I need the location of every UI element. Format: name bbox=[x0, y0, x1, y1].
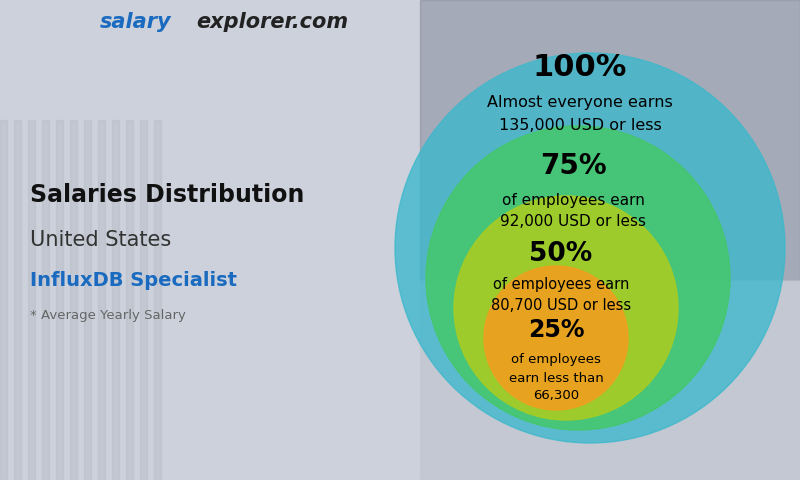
Text: of employees earn: of employees earn bbox=[493, 277, 629, 292]
Circle shape bbox=[395, 53, 785, 443]
Circle shape bbox=[454, 196, 678, 420]
Circle shape bbox=[484, 266, 628, 410]
Bar bbox=[84, 120, 91, 480]
Text: 50%: 50% bbox=[530, 241, 593, 267]
Text: Almost everyone earns: Almost everyone earns bbox=[487, 96, 673, 110]
Bar bbox=[98, 120, 105, 480]
Bar bbox=[126, 120, 133, 480]
Text: 80,700 USD or less: 80,700 USD or less bbox=[491, 299, 631, 313]
Bar bbox=[56, 120, 63, 480]
Bar bbox=[420, 280, 800, 480]
Text: InfluxDB Specialist: InfluxDB Specialist bbox=[30, 271, 237, 289]
Bar bbox=[154, 120, 161, 480]
Bar bbox=[0, 120, 7, 480]
Circle shape bbox=[426, 126, 730, 430]
Bar bbox=[140, 120, 147, 480]
Bar bbox=[112, 120, 119, 480]
Text: 25%: 25% bbox=[528, 318, 584, 342]
Text: United States: United States bbox=[30, 230, 171, 250]
Text: salary: salary bbox=[100, 12, 172, 32]
Text: 135,000 USD or less: 135,000 USD or less bbox=[498, 119, 662, 133]
Bar bbox=[70, 120, 77, 480]
Text: 92,000 USD or less: 92,000 USD or less bbox=[500, 215, 646, 229]
Text: earn less than: earn less than bbox=[509, 372, 603, 384]
Bar bbox=[28, 120, 35, 480]
Text: 100%: 100% bbox=[533, 53, 627, 83]
Bar bbox=[42, 120, 49, 480]
Text: Salaries Distribution: Salaries Distribution bbox=[30, 183, 304, 207]
Text: explorer.com: explorer.com bbox=[196, 12, 348, 32]
Bar bbox=[0, 0, 420, 480]
Text: of employees earn: of employees earn bbox=[502, 192, 645, 207]
Text: of employees: of employees bbox=[511, 353, 601, 367]
Text: * Average Yearly Salary: * Average Yearly Salary bbox=[30, 309, 186, 322]
Text: 66,300: 66,300 bbox=[533, 389, 579, 403]
Bar bbox=[14, 120, 21, 480]
Text: 75%: 75% bbox=[540, 152, 606, 180]
Bar bbox=[420, 0, 800, 280]
